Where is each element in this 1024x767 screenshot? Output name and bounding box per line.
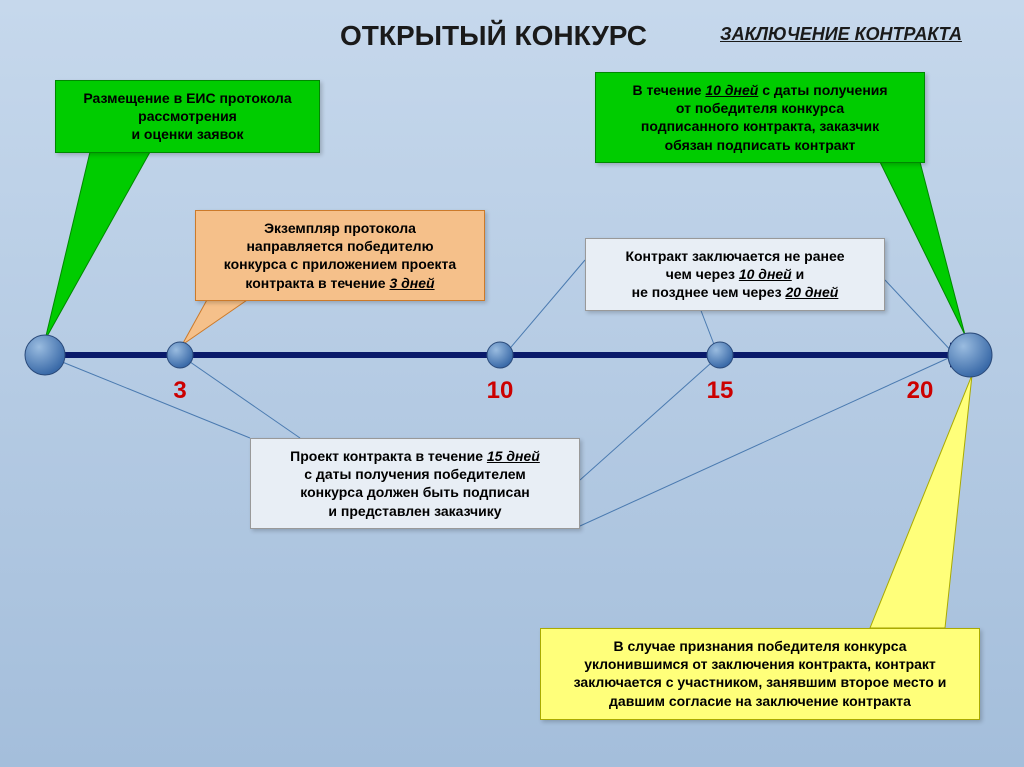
page-subtitle: ЗАКЛЮЧЕНИЕ КОНТРАКТА bbox=[720, 24, 962, 45]
callout-contract-window: Контракт заключается не ранеечем через 1… bbox=[585, 238, 885, 311]
callout-draft-15-days: Проект контракта в течение 15 днейс даты… bbox=[250, 438, 580, 529]
callout-runner-up: В случае признания победителя конкурсаук… bbox=[540, 628, 980, 720]
page-title: ОТКРЫТЫЙ КОНКУРС bbox=[340, 20, 647, 52]
callout-protocol-3-days: Экземпляр протоколанаправляется победите… bbox=[195, 210, 485, 301]
callout-sign-10-days: В течение 10 дней с даты полученияот поб… bbox=[595, 72, 925, 163]
callout-placement-eis: Размещение в ЕИС протоколарассмотренияи … bbox=[55, 80, 320, 153]
tick-20: 20 bbox=[900, 377, 940, 405]
tick-15: 15 bbox=[700, 377, 740, 405]
tick-10: 10 bbox=[480, 377, 520, 405]
tick-3: 3 bbox=[160, 377, 200, 405]
